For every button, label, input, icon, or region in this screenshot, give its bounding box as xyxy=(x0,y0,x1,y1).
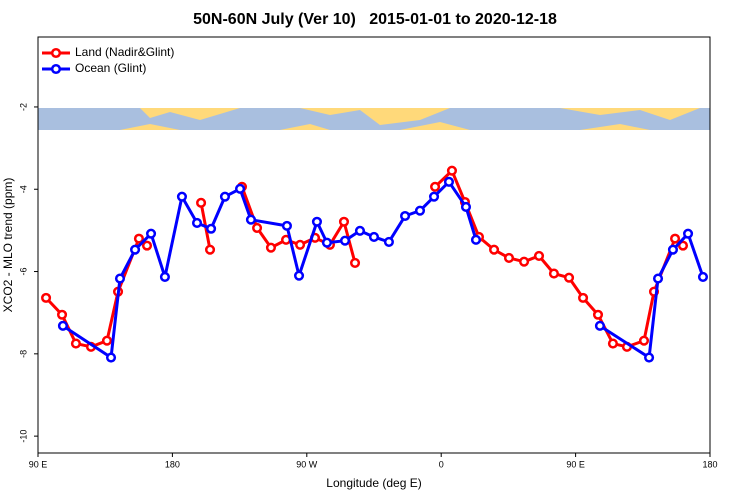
data-point xyxy=(196,197,207,208)
data-point xyxy=(470,234,482,245)
series-line xyxy=(44,169,684,349)
data-point xyxy=(252,222,263,233)
legend-label: Land (Nadir&Glint) xyxy=(75,45,174,59)
data-point xyxy=(219,191,231,202)
data-point xyxy=(563,272,575,283)
y-tick-label: -2 xyxy=(18,103,28,111)
map-ocean xyxy=(38,108,710,130)
data-point xyxy=(311,216,323,227)
data-point xyxy=(70,338,81,349)
data-point xyxy=(519,256,530,267)
x-axis-title: Longitude (deg E) xyxy=(326,476,421,490)
data-point xyxy=(234,183,246,194)
data-point xyxy=(105,352,117,363)
data-point xyxy=(145,228,157,239)
data-point xyxy=(443,176,455,187)
data-point xyxy=(281,220,292,231)
data-point xyxy=(414,205,426,216)
data-point xyxy=(133,233,144,244)
x-tick-label: 180 xyxy=(165,459,180,469)
data-point xyxy=(159,271,170,282)
data-point xyxy=(652,273,664,284)
x-tick-label: 90 W xyxy=(296,459,318,469)
y-tick-label: -10 xyxy=(18,430,28,443)
series-line xyxy=(62,180,705,360)
data-point xyxy=(176,191,188,202)
data-point xyxy=(592,309,604,320)
data-point xyxy=(428,191,440,202)
data-point xyxy=(430,181,441,192)
data-point xyxy=(677,240,689,251)
data-point xyxy=(548,268,559,279)
data-point xyxy=(644,352,655,363)
chart-title: 50N-60N July (Ver 10) 2015-01-01 to 2020… xyxy=(193,11,557,28)
legend-marker xyxy=(50,63,62,75)
x-tick-label: 90 E xyxy=(29,459,48,469)
x-tick-label: 180 xyxy=(702,459,717,469)
y-axis-title: XCO2 - MLO trend (ppm) xyxy=(1,178,15,313)
data-point xyxy=(607,338,618,349)
data-point xyxy=(265,242,277,253)
data-point xyxy=(594,320,605,331)
x-tick-label: 90 E xyxy=(566,459,585,469)
data-point xyxy=(682,228,694,239)
plot-frame xyxy=(37,36,711,454)
data-point xyxy=(354,225,366,236)
data-point xyxy=(339,235,351,246)
data-point xyxy=(400,210,411,222)
data-point xyxy=(191,217,203,229)
data-point xyxy=(667,244,679,255)
data-point xyxy=(295,239,306,250)
data-point xyxy=(368,231,380,243)
map-strip xyxy=(38,108,710,130)
data-point xyxy=(293,270,305,281)
data-point xyxy=(114,273,126,284)
data-point xyxy=(533,250,545,261)
data-point xyxy=(206,223,217,234)
data-point xyxy=(638,335,650,346)
data-point xyxy=(56,309,68,320)
legend-label: Ocean (Glint) xyxy=(75,61,146,75)
data-point xyxy=(446,165,458,176)
data-point xyxy=(697,271,709,282)
data-point xyxy=(670,233,681,244)
data-point xyxy=(338,216,350,227)
data-point xyxy=(383,236,394,247)
x-tick-label: 0 xyxy=(439,459,444,469)
data-point xyxy=(503,252,515,264)
data-point xyxy=(349,257,361,268)
data-point xyxy=(204,244,216,255)
data-point xyxy=(321,237,333,248)
y-tick-label: -8 xyxy=(18,350,28,358)
data-point xyxy=(245,214,256,225)
data-point xyxy=(41,292,52,303)
y-tick-label: -4 xyxy=(18,185,28,193)
data-point xyxy=(578,292,589,303)
data-point xyxy=(130,244,141,255)
data-point xyxy=(141,240,153,251)
data-point xyxy=(460,201,472,212)
y-tick-label: -6 xyxy=(18,268,28,276)
legend-marker xyxy=(50,47,62,59)
data-point xyxy=(101,335,113,346)
data-point xyxy=(489,244,500,255)
data-point xyxy=(57,320,68,331)
